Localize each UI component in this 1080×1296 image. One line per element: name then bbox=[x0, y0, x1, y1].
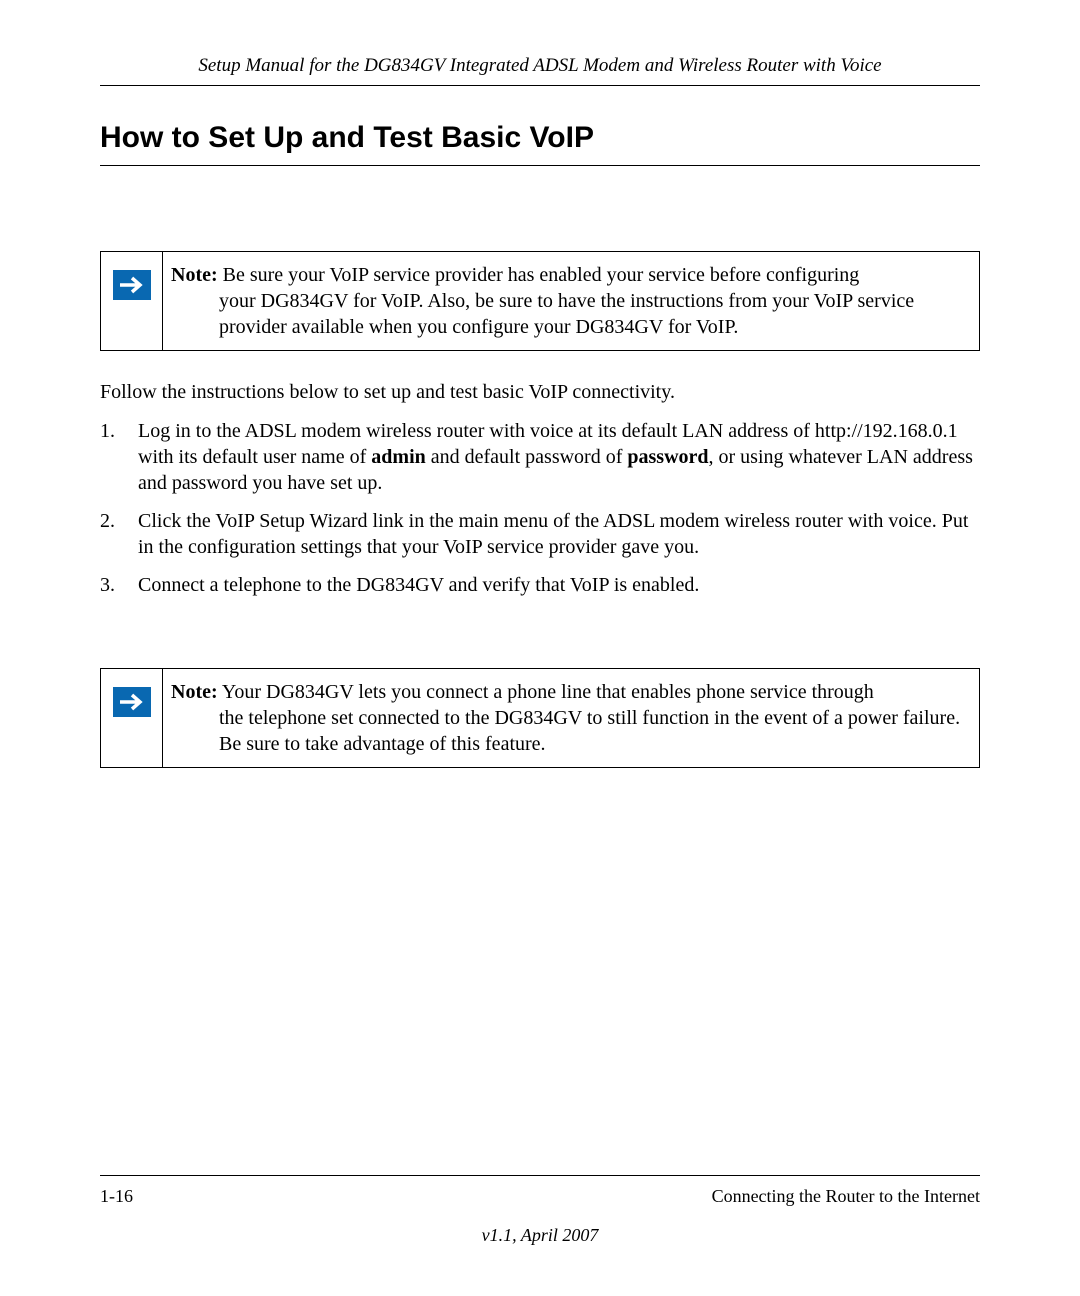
footer-line: 1-16 Connecting the Router to the Intern… bbox=[100, 1175, 980, 1207]
step-text: Click the VoIP Setup Wizard link in the … bbox=[138, 510, 968, 558]
running-header: Setup Manual for the DG834GV Integrated … bbox=[100, 55, 980, 86]
page-heading: How to Set Up and Test Basic VoIP bbox=[100, 121, 980, 166]
note-line1: Your DG834GV lets you connect a phone li… bbox=[218, 681, 874, 703]
note-line2: your DG834GV for VoIP. Also, be sure to … bbox=[171, 288, 964, 340]
note-box-1: Note: Be sure your VoIP service provider… bbox=[100, 251, 980, 351]
steps-list: 1. Log in to the ADSL modem wireless rou… bbox=[100, 418, 980, 598]
arrow-right-icon bbox=[113, 687, 151, 717]
step-text: and default password of bbox=[426, 446, 628, 468]
intro-paragraph: Follow the instructions below to set up … bbox=[100, 381, 980, 404]
step-bold: admin bbox=[371, 446, 425, 468]
note-line1: Be sure your VoIP service provider has e… bbox=[218, 264, 860, 286]
note-text: Note: Be sure your VoIP service provider… bbox=[163, 252, 979, 350]
page-footer: 1-16 Connecting the Router to the Intern… bbox=[100, 1175, 980, 1246]
page-number: 1-16 bbox=[100, 1186, 133, 1207]
note-icon-cell bbox=[101, 252, 163, 350]
step-bold: password bbox=[627, 446, 708, 468]
step-item: 2. Click the VoIP Setup Wizard link in t… bbox=[100, 508, 980, 560]
version-text: v1.1, April 2007 bbox=[100, 1225, 980, 1246]
note-text: Note: Your DG834GV lets you connect a ph… bbox=[163, 669, 979, 767]
note-label: Note: bbox=[171, 264, 218, 286]
step-item: 3. Connect a telephone to the DG834GV an… bbox=[100, 572, 980, 598]
note-box-2: Note: Your DG834GV lets you connect a ph… bbox=[100, 668, 980, 768]
arrow-right-icon bbox=[113, 270, 151, 300]
note-icon-cell bbox=[101, 669, 163, 767]
step-number: 2. bbox=[100, 508, 115, 534]
step-number: 3. bbox=[100, 572, 115, 598]
note-line2: the telephone set connected to the DG834… bbox=[171, 705, 964, 757]
step-number: 1. bbox=[100, 418, 115, 444]
step-item: 1. Log in to the ADSL modem wireless rou… bbox=[100, 418, 980, 496]
step-text: Connect a telephone to the DG834GV and v… bbox=[138, 574, 699, 596]
section-title: Connecting the Router to the Internet bbox=[712, 1186, 980, 1207]
note-label: Note: bbox=[171, 681, 218, 703]
